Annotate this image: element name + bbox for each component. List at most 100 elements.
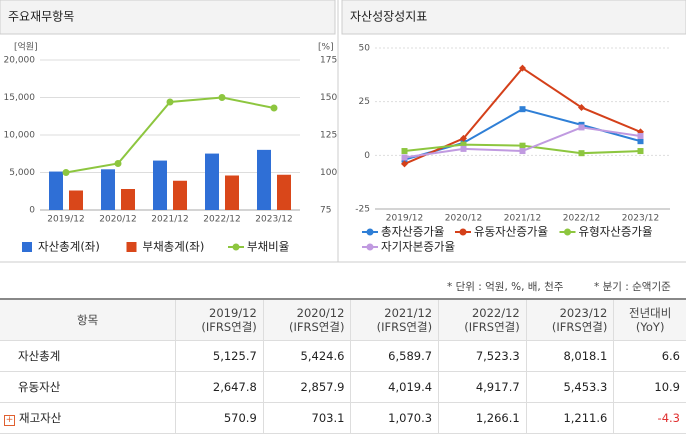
y-tick-label: 20,000	[4, 56, 36, 66]
header-cell: 전년대비 (YoY)	[613, 298, 686, 341]
x-tick-label: 2023/12	[622, 214, 659, 224]
bar	[257, 149, 271, 210]
cell-text: -4.3	[657, 411, 680, 425]
y-tick-label: 50	[359, 44, 371, 54]
cell-text: 4,917.7	[475, 380, 520, 394]
marker	[166, 98, 174, 106]
header-text: (YoY)	[635, 320, 665, 334]
legend-label: 자기자본증가율	[381, 240, 455, 254]
marker	[270, 104, 278, 112]
chart-title: 주요재무항목	[8, 10, 74, 24]
x-tick-label: 2021/12	[151, 215, 188, 225]
cell-text: 4,019.4	[388, 380, 433, 394]
legend-swatch	[366, 228, 374, 236]
cell-text: 재고자산	[19, 411, 62, 425]
row: + 재고자산 570.9 703.1 1,070.3 1,266.1 1,211.6 -4.3	[0, 402, 686, 434]
header-text: 2021/12	[384, 306, 433, 320]
cell-text: 10.9	[654, 380, 680, 394]
legend-swatch	[459, 228, 467, 236]
header-cell: 2022/12 (IFRS연결)	[438, 298, 527, 341]
bar	[101, 169, 115, 210]
marker	[114, 160, 122, 167]
table: 항목 2019/12 (IFRS연결) 2020/12 (IFRS연결) 2021/12(…	[0, 298, 686, 434]
note: * 단위 : 억원, %, 배, 천주	[447, 281, 564, 293]
legend-swatch	[22, 242, 32, 252]
expand-icon[interactable]: +	[4, 415, 15, 426]
legend-swatch	[564, 228, 571, 236]
cell: 6,589.7	[350, 340, 439, 372]
x-tick-label: 2020/12	[99, 215, 136, 225]
cell-text: 2,647.8	[212, 380, 257, 394]
cell-text: 1,070.3	[388, 411, 433, 425]
row: 자산총계 5,125.7 5,424.6 6,589.7 7,523.3 8,018.1 6…	[0, 340, 686, 372]
header-cell: 2023/12 (IFRS연결)	[525, 298, 614, 341]
marker	[460, 134, 467, 142]
legend-label: 부채비율	[247, 240, 289, 254]
cell: 570.9	[175, 402, 264, 434]
bar	[49, 171, 63, 210]
cell-text: 7,523.3	[475, 349, 520, 363]
marker	[519, 148, 526, 155]
header-text: (IFRS연결)	[201, 320, 257, 334]
cell-text: 570.9	[223, 411, 257, 425]
y-tick-label: -25	[355, 205, 370, 215]
marker	[519, 142, 526, 149]
row: 유동자산 2,647.8 2,857.9 4,019.4 4,917.7 5,453.3 1…	[0, 371, 686, 403]
marker	[578, 124, 585, 131]
cell: 6.6	[613, 340, 686, 372]
cell-text: 유동자산	[18, 380, 61, 394]
cell: 8,018.1	[525, 340, 614, 372]
cell: 5,453.3	[525, 371, 614, 403]
x-tick-label: 2022/12	[563, 214, 600, 224]
marker	[62, 169, 70, 176]
cell-text: 6.6	[661, 349, 680, 363]
cell: 1,070.3	[350, 402, 439, 434]
header-cell: 2021/12 (IFRS연결)	[350, 298, 439, 341]
header-text: 2019/12	[209, 306, 257, 320]
cell-text: 1,266.1	[475, 411, 520, 425]
marker	[460, 141, 467, 148]
header-text: (IFRS연결)	[289, 320, 345, 334]
marker	[578, 103, 585, 111]
cell: + 재고자산	[0, 402, 176, 434]
header-cell: 2019/12 (IFRS연결)	[175, 298, 264, 341]
header-text: 2023/12	[559, 306, 608, 320]
marker	[637, 133, 644, 140]
cell: 5,424.6	[262, 340, 351, 372]
cell: 5,125.7	[175, 340, 264, 372]
header-text: (IFRS연결)	[464, 320, 520, 334]
header-row: 항목 2019/12 (IFRS연결) 2020/12 (IFRS연결) 2021/12(…	[0, 298, 686, 341]
marker	[637, 148, 644, 155]
cell: 4,019.4	[350, 371, 439, 403]
bar	[121, 189, 135, 210]
y-tick-label: 5,000	[9, 168, 35, 178]
marker	[401, 148, 408, 155]
y2-tick-label: 125	[320, 131, 337, 141]
bar	[277, 174, 291, 210]
y2-tick-label: 175	[320, 56, 337, 66]
bar	[173, 180, 187, 210]
cell: 7,523.3	[438, 340, 527, 372]
cell-text: 5,424.6	[300, 349, 345, 363]
legend-label: 유형자산증가율	[579, 225, 653, 239]
header-text: (IFRS연결)	[376, 320, 433, 334]
y-axis-label: [억원]	[14, 41, 38, 53]
cell: 10.9	[613, 371, 686, 403]
charts: 주요재무항목 자산성장성지표 [억원] [%] 0 5,000 10,000 15,0…	[0, 0, 686, 263]
cell: 유동자산	[0, 371, 176, 403]
legend-swatch	[366, 243, 374, 251]
cell: 4,917.7	[438, 371, 527, 403]
chart-title: 자산성장성지표	[350, 10, 427, 24]
legend-label: 부채총계(좌)	[143, 240, 205, 254]
marker	[460, 145, 467, 152]
x-tick-label: 2022/12	[203, 215, 240, 225]
cell: 1,266.1	[438, 402, 527, 434]
y2-tick-label: 150	[320, 93, 337, 103]
cell: -4.3	[613, 402, 686, 434]
header-text: 2020/12	[296, 306, 345, 320]
cell: 1,211.6	[525, 402, 614, 434]
y-tick-label: 15,000	[4, 93, 36, 103]
legend-label: 자산총계(좌)	[38, 240, 100, 254]
marker	[637, 138, 644, 145]
legend-swatch	[232, 243, 240, 251]
